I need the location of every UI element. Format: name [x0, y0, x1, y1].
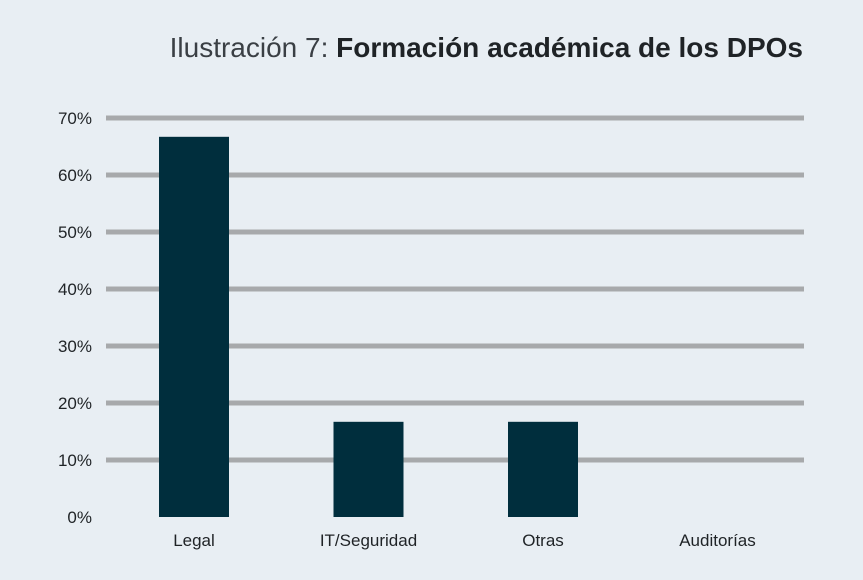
y-tick-label: 30%: [58, 337, 92, 356]
x-tick-label: Legal: [173, 531, 215, 550]
y-tick-label: 10%: [58, 451, 92, 470]
y-tick-label: 60%: [58, 166, 92, 185]
x-tick-label: Auditorías: [679, 531, 756, 550]
x-axis-tick-labels: Legal IT/Seguridad Otras Auditorías: [173, 531, 756, 550]
bar: [508, 421, 578, 517]
chart-title: Ilustración 7: Formación académica de lo…: [170, 32, 803, 64]
y-tick-label: 70%: [58, 109, 92, 128]
x-tick-label: Otras: [522, 531, 564, 550]
bars: [159, 136, 578, 517]
chart-title-main: Formación académica de los DPOs: [336, 32, 803, 63]
bar: [333, 421, 404, 517]
y-tick-label: 50%: [58, 223, 92, 242]
bar: [159, 136, 229, 517]
chart-title-prefix: Ilustración 7:: [169, 32, 337, 63]
y-axis-tick-labels: 0% 10% 20% 30% 40% 50% 60% 70%: [58, 109, 92, 527]
x-tick-label: IT/Seguridad: [320, 531, 417, 550]
y-tick-label: 40%: [58, 280, 92, 299]
y-tick-label: 20%: [58, 394, 92, 413]
y-tick-label: 0%: [67, 508, 92, 527]
